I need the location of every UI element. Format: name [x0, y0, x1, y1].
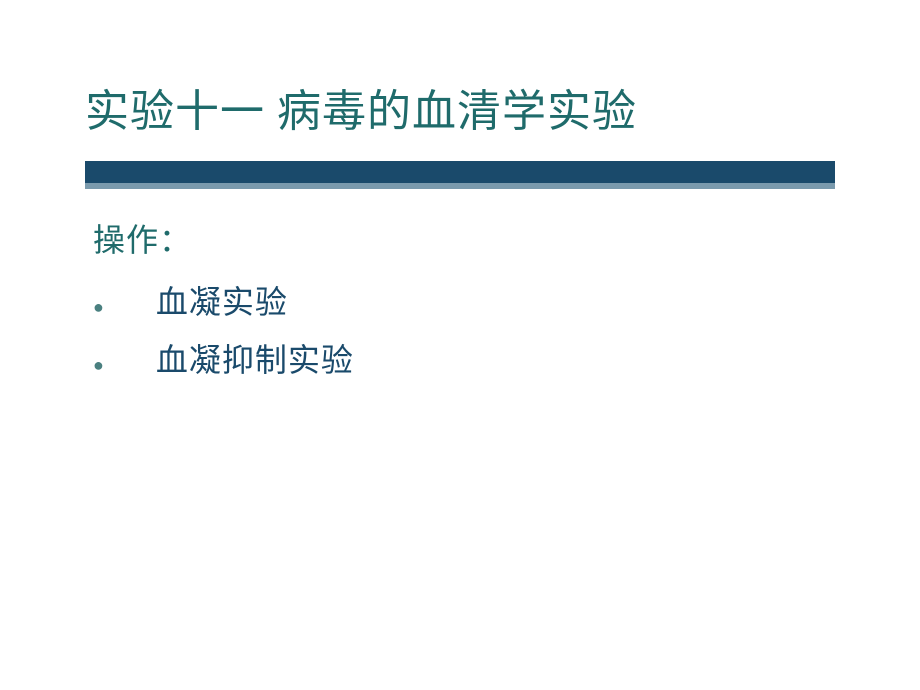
bullet-item: ● 血凝抑制实验	[93, 335, 835, 381]
bullet-list: ● 血凝实验 ● 血凝抑制实验	[93, 277, 835, 381]
bullet-icon: ●	[93, 291, 104, 323]
bullet-item: ● 血凝实验	[93, 277, 835, 323]
slide-content: 操作： ● 血凝实验 ● 血凝抑制实验	[85, 215, 835, 381]
slide-title: 实验十一 病毒的血清学实验	[85, 75, 835, 139]
bullet-text: 血凝实验	[156, 277, 288, 323]
bullet-text: 血凝抑制实验	[156, 335, 354, 381]
content-subtitle: 操作：	[93, 215, 835, 261]
title-divider	[85, 161, 835, 183]
slide-container: 实验十一 病毒的血清学实验 操作： ● 血凝实验 ● 血凝抑制实验	[0, 0, 920, 690]
bullet-icon: ●	[93, 349, 104, 381]
divider-shadow	[85, 183, 835, 189]
divider-bar	[85, 161, 835, 183]
